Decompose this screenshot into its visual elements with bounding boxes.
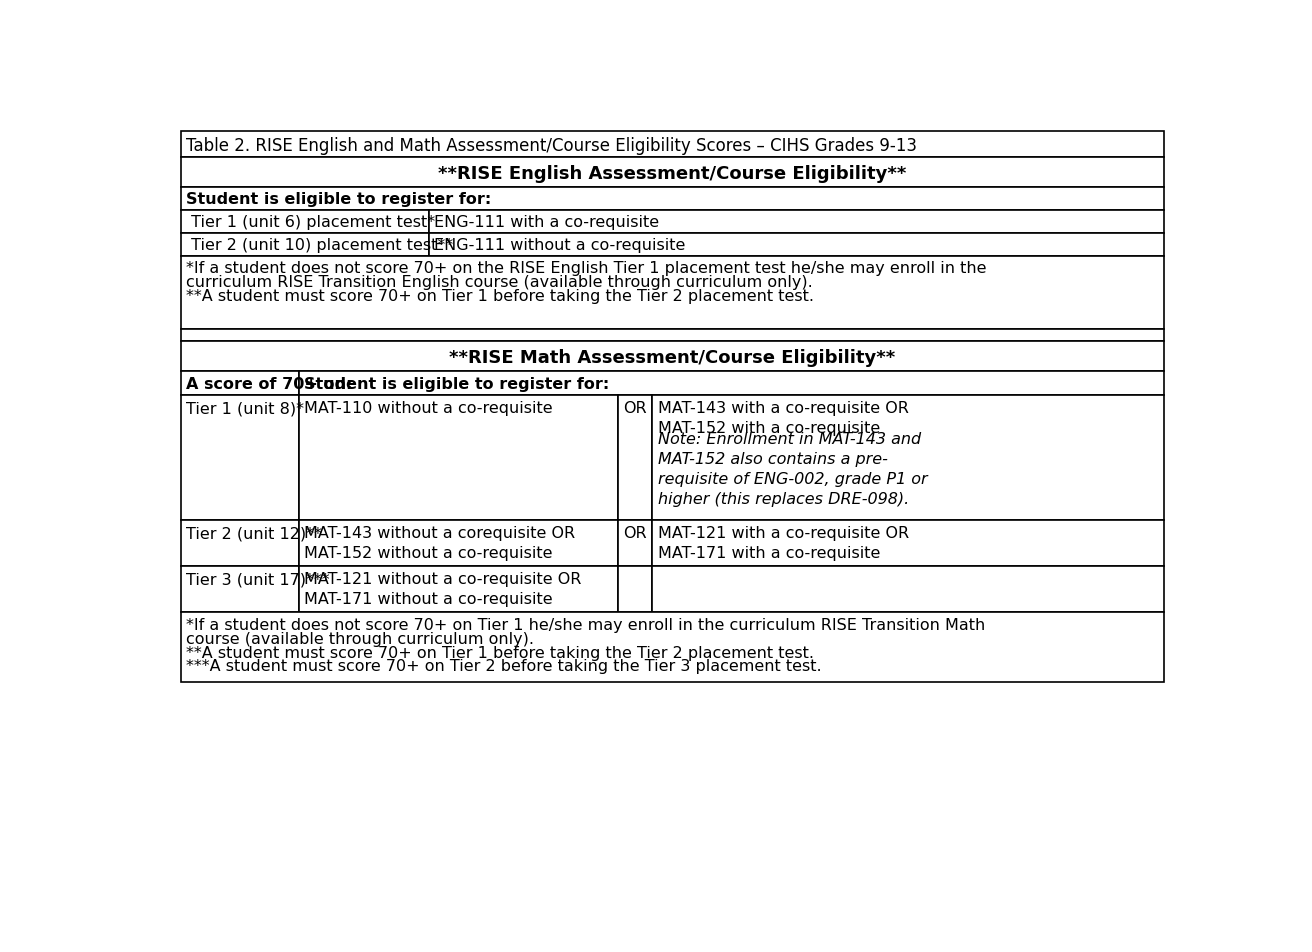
Text: Tier 1 (unit 6) placement test*: Tier 1 (unit 6) placement test* bbox=[186, 215, 436, 230]
Bar bbox=[181, 131, 1164, 157]
Text: OR: OR bbox=[623, 526, 647, 541]
Bar bbox=[429, 233, 1164, 256]
Text: ENG-111 with a co-requisite: ENG-111 with a co-requisite bbox=[434, 215, 660, 230]
Bar bbox=[181, 187, 1164, 209]
Bar bbox=[181, 157, 1164, 187]
Text: MAT-143 without a corequisite OR
MAT-152 without a co-requisite: MAT-143 without a corequisite OR MAT-152… bbox=[304, 526, 576, 561]
Bar bbox=[618, 566, 652, 612]
Text: Note: Enrollment in MAT-143 and
MAT-152 also contains a pre-
requisite of ENG-00: Note: Enrollment in MAT-143 and MAT-152 … bbox=[657, 432, 928, 506]
Text: Tier 3 (unit 17)***: Tier 3 (unit 17)*** bbox=[186, 572, 331, 587]
Text: MAT-143 with a co-requisite OR
MAT-152 with a co-requisite: MAT-143 with a co-requisite OR MAT-152 w… bbox=[657, 402, 908, 436]
Text: Table 2. RISE English and Math Assessment/Course Eligibility Scores – CIHS Grade: Table 2. RISE English and Math Assessmen… bbox=[186, 137, 917, 155]
Text: *If a student does not score 70+ on Tier 1 he/she may enroll in the curriculum R: *If a student does not score 70+ on Tier… bbox=[186, 618, 985, 633]
Text: *If a student does not score 70+ on the RISE English Tier 1 placement test he/sh: *If a student does not score 70+ on the … bbox=[186, 261, 987, 276]
Bar bbox=[181, 520, 299, 566]
Text: Tier 2 (unit 10) placement test**: Tier 2 (unit 10) placement test** bbox=[186, 238, 454, 253]
Text: ENG-111 without a co-requisite: ENG-111 without a co-requisite bbox=[434, 238, 686, 253]
Bar bbox=[618, 395, 652, 520]
Bar bbox=[299, 520, 618, 566]
Text: **RISE English Assessment/Course Eligibility**: **RISE English Assessment/Course Eligibi… bbox=[438, 165, 907, 183]
Bar bbox=[652, 566, 1164, 612]
Bar bbox=[181, 342, 1164, 370]
Text: MAT-121 without a co-requisite OR
MAT-171 without a co-requisite: MAT-121 without a co-requisite OR MAT-17… bbox=[304, 572, 581, 607]
Text: Tier 2 (unit 12)**: Tier 2 (unit 12)** bbox=[186, 526, 323, 541]
Bar bbox=[181, 256, 1164, 329]
Text: A score of 70+ on:: A score of 70+ on: bbox=[186, 377, 353, 392]
Bar bbox=[181, 612, 1164, 682]
Text: **A student must score 70+ on Tier 1 before taking the Tier 2 placement test.: **A student must score 70+ on Tier 1 bef… bbox=[186, 289, 815, 304]
Text: MAT-121 with a co-requisite OR
MAT-171 with a co-requisite: MAT-121 with a co-requisite OR MAT-171 w… bbox=[657, 526, 909, 561]
Bar bbox=[181, 209, 429, 233]
Text: Tier 1 (unit 8)*: Tier 1 (unit 8)* bbox=[186, 402, 304, 416]
Bar bbox=[299, 395, 618, 520]
Text: course (available through curriculum only).: course (available through curriculum onl… bbox=[186, 632, 534, 646]
Bar bbox=[181, 329, 1164, 342]
Text: **A student must score 70+ on Tier 1 before taking the Tier 2 placement test.: **A student must score 70+ on Tier 1 bef… bbox=[186, 645, 815, 661]
Bar bbox=[652, 395, 1164, 520]
Bar bbox=[181, 566, 299, 612]
Text: Student is eligible to register for:: Student is eligible to register for: bbox=[186, 192, 492, 207]
Bar bbox=[652, 520, 1164, 566]
Bar bbox=[429, 209, 1164, 233]
Text: MAT-110 without a co-requisite: MAT-110 without a co-requisite bbox=[304, 402, 552, 416]
Text: ***A student must score 70+ on Tier 2 before taking the Tier 3 placement test.: ***A student must score 70+ on Tier 2 be… bbox=[186, 660, 823, 674]
Bar bbox=[181, 395, 299, 520]
Bar bbox=[299, 566, 618, 612]
Bar bbox=[618, 520, 652, 566]
Text: Student is eligible to register for:: Student is eligible to register for: bbox=[304, 377, 610, 392]
Text: **RISE Math Assessment/Course Eligibility**: **RISE Math Assessment/Course Eligibilit… bbox=[449, 349, 896, 367]
Bar bbox=[181, 233, 429, 256]
Text: OR: OR bbox=[623, 402, 647, 416]
Text: curriculum RISE Transition English course (available through curriculum only).: curriculum RISE Transition English cours… bbox=[186, 275, 813, 290]
Bar bbox=[181, 370, 299, 395]
Bar bbox=[299, 370, 1164, 395]
